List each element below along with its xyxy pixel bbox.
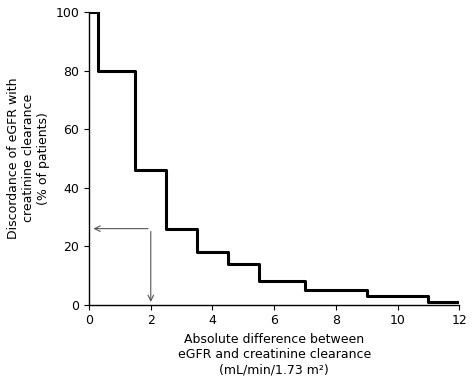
Y-axis label: Discordance of eGFR with
creatinine clearance
(% of patients): Discordance of eGFR with creatinine clea…	[7, 78, 50, 239]
X-axis label: Absolute difference between
eGFR and creatinine clearance
(mL/min/1.73 m²): Absolute difference between eGFR and cre…	[178, 333, 371, 376]
